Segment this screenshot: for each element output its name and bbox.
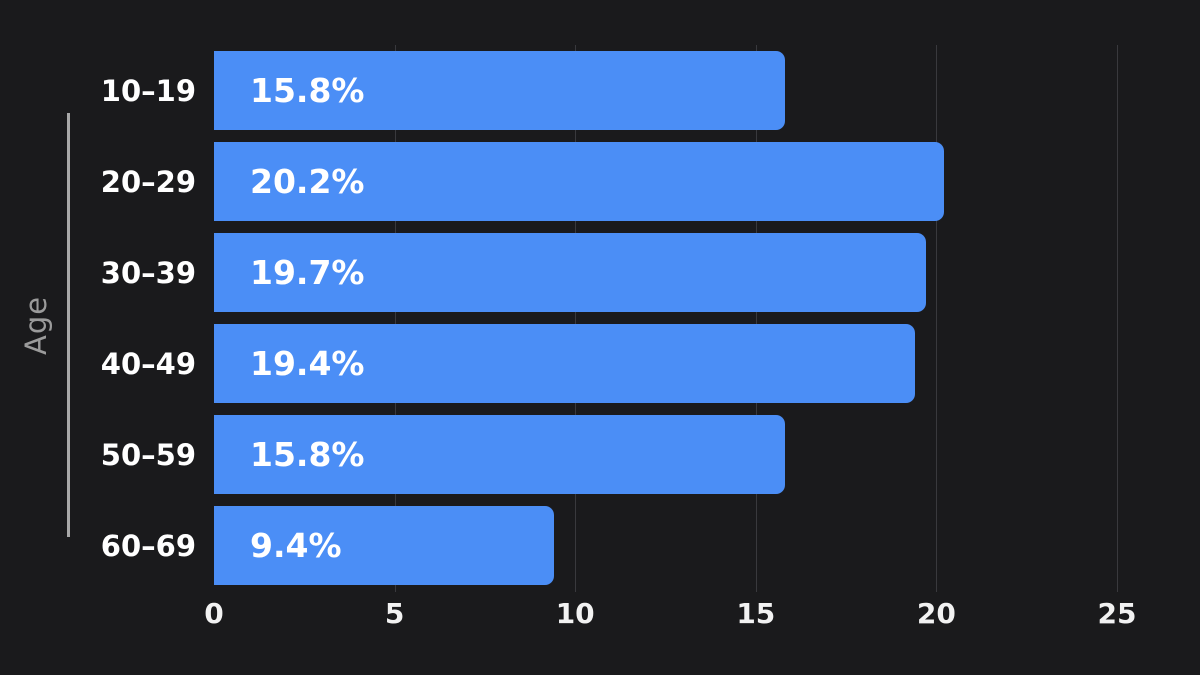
bar: 9.4%	[214, 506, 554, 585]
y-axis-line	[67, 113, 70, 537]
bar: 19.4%	[214, 324, 915, 403]
gridline	[394, 45, 396, 592]
bar-track: 15.8%	[214, 415, 1117, 494]
bar-row: 60–69 9.4%	[0, 500, 1200, 591]
bar: 19.7%	[214, 233, 926, 312]
bar-row: 10–19 15.8%	[0, 45, 1200, 136]
bar-row: 30–39 19.7%	[0, 227, 1200, 318]
category-label: 10–19	[100, 73, 196, 108]
x-tick-label: 5	[384, 597, 405, 630]
gridlines	[214, 45, 1118, 592]
gridline	[1117, 45, 1118, 592]
bar-track: 19.4%	[214, 324, 1117, 403]
bar: 15.8%	[214, 51, 785, 130]
value-label: 19.4%	[250, 344, 365, 383]
gridline	[575, 45, 577, 592]
x-tick-label: 25	[1097, 597, 1137, 630]
gridline	[936, 45, 938, 592]
bar-track: 19.7%	[214, 233, 1117, 312]
value-label: 9.4%	[250, 526, 342, 565]
value-label: 15.8%	[250, 71, 365, 110]
x-tick-label: 0	[204, 597, 224, 630]
bar: 15.8%	[214, 415, 785, 494]
bar-row: 50–59 15.8%	[0, 409, 1200, 500]
category-label: 40–49	[100, 346, 196, 381]
x-tick-label: 15	[736, 597, 776, 630]
bar-row: 20–29 20.2%	[0, 136, 1200, 227]
bar-row: 40–49 19.4%	[0, 318, 1200, 409]
bar-rows: 10–19 15.8% 20–29 20.2% 30–39 19.7% 40–4…	[0, 45, 1200, 591]
category-label: 60–69	[100, 528, 196, 563]
bar-track: 20.2%	[214, 142, 1117, 221]
category-label: 30–39	[100, 255, 196, 290]
value-label: 19.7%	[250, 253, 365, 292]
bar: 20.2%	[214, 142, 944, 221]
value-label: 20.2%	[250, 162, 365, 201]
category-label: 20–29	[100, 164, 196, 199]
x-tick-label: 10	[555, 597, 595, 630]
x-axis-ticks: 0 5 10 15 20 25	[204, 597, 1136, 633]
x-tick-label: 20	[916, 597, 956, 630]
bar-track: 9.4%	[214, 506, 1117, 585]
value-label: 15.8%	[250, 435, 365, 474]
category-label: 50–59	[100, 437, 196, 472]
bar-track: 15.8%	[214, 51, 1117, 130]
gridline	[755, 45, 757, 592]
